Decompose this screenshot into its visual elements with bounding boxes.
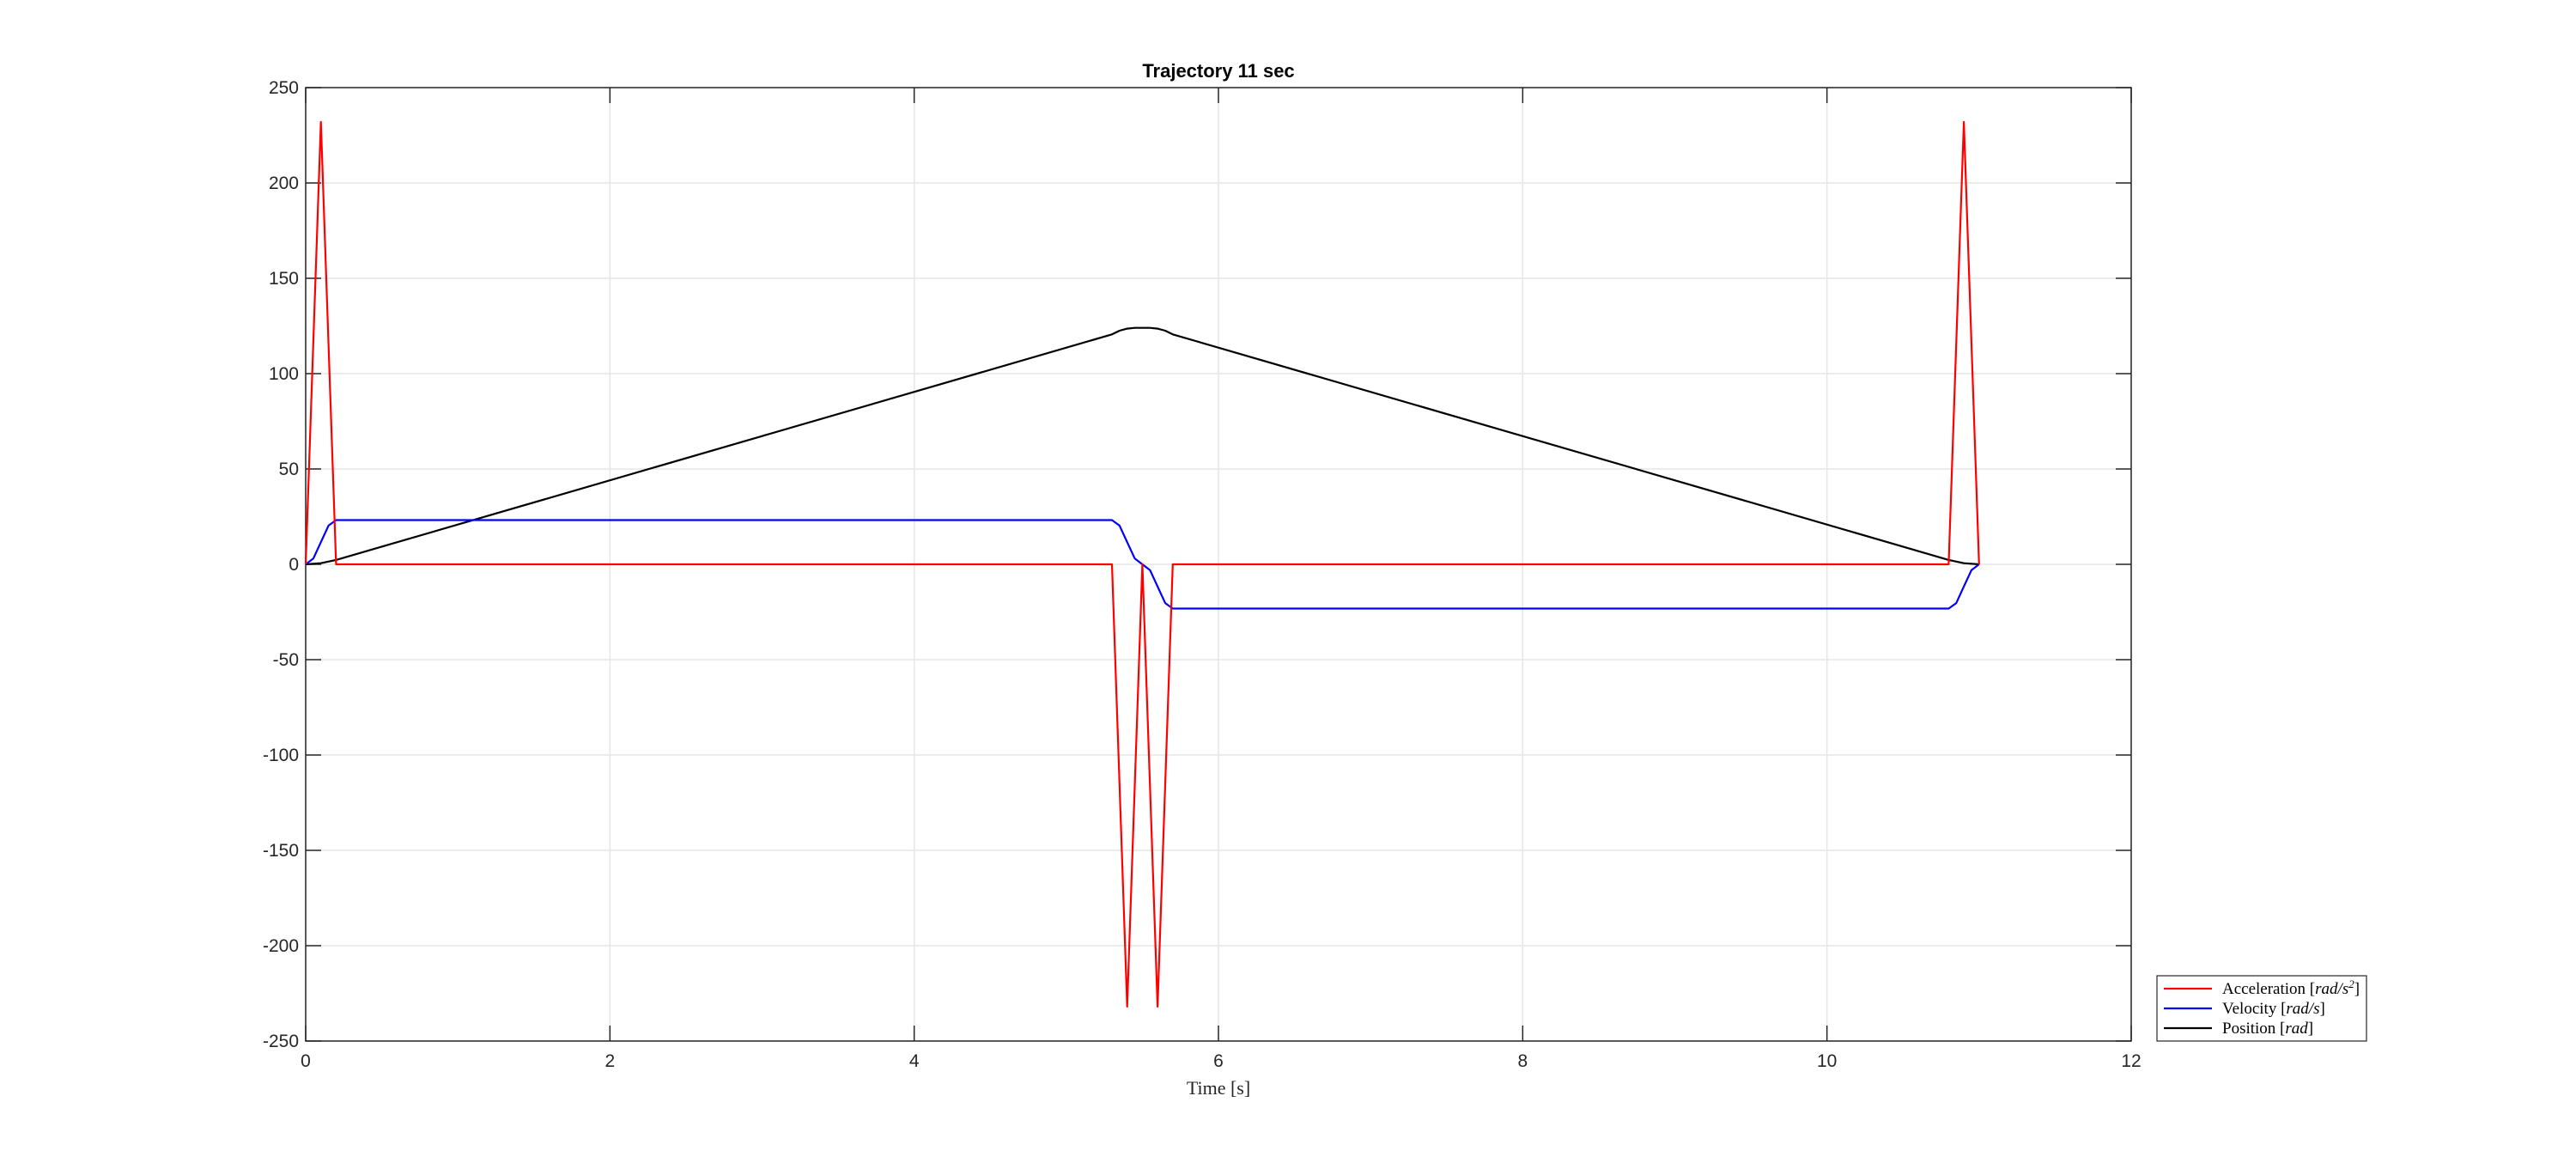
y-tick-label: -100 xyxy=(263,746,299,765)
x-axis-label: Time [s] xyxy=(1187,1077,1250,1099)
y-tick-label: 0 xyxy=(289,555,299,575)
y-tick-label: 50 xyxy=(279,460,299,479)
y-tick-label: 100 xyxy=(269,364,299,384)
y-tick-label: 250 xyxy=(269,78,299,98)
x-tick-label: 4 xyxy=(909,1051,920,1071)
x-axis: 0 2 4 6 8 10 12 xyxy=(301,88,2142,1071)
y-tick-label: 150 xyxy=(269,269,299,289)
y-axis: -250 -200 -150 -100 -50 0 50 100 150 200 250 xyxy=(263,78,2131,1051)
x-tick-label: 6 xyxy=(1213,1051,1224,1071)
chart-title: Trajectory 11 sec xyxy=(1142,60,1294,82)
legend-entry: Position [rad] xyxy=(2222,1020,2313,1038)
y-tick-label: 200 xyxy=(269,174,299,193)
x-tick-label: 0 xyxy=(301,1051,311,1071)
x-tick-label: 12 xyxy=(2121,1051,2141,1071)
series-line-acceleration xyxy=(304,120,1980,1008)
y-tick-label: -250 xyxy=(263,1032,299,1051)
x-tick-label: 8 xyxy=(1517,1051,1528,1071)
legend-entry: Acceleration [rad/s2] xyxy=(2222,977,2360,999)
y-tick-label: -200 xyxy=(263,936,299,956)
series-group xyxy=(304,120,1980,1008)
x-tick-label: 2 xyxy=(605,1051,615,1071)
y-tick-label: -150 xyxy=(263,841,299,861)
series-line-position xyxy=(305,326,1979,566)
legend-entry: Velocity [rad/s] xyxy=(2222,1000,2325,1018)
x-tick-label: 10 xyxy=(1817,1051,1837,1071)
y-tick-label: -50 xyxy=(273,650,299,670)
legend: Acceleration [rad/s2]Velocity [rad/s] Pos… xyxy=(2156,975,2367,1042)
